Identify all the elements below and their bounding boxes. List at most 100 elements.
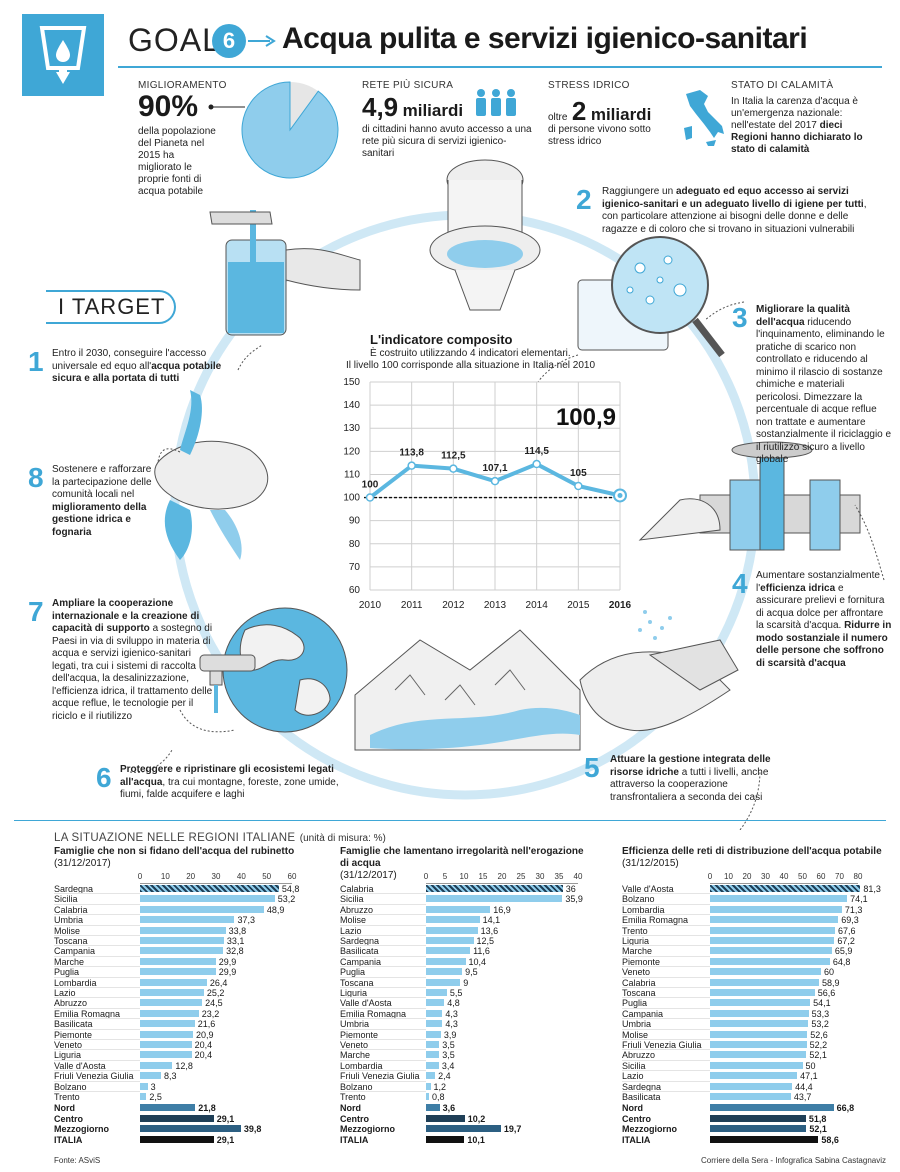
bar bbox=[426, 947, 471, 955]
targets-label: I TARGET bbox=[58, 294, 166, 319]
credit: Corriere della Sera - Infografica Sabina… bbox=[701, 1156, 886, 1165]
bar-value-label: 81,3 bbox=[863, 884, 881, 894]
title-rule bbox=[118, 66, 882, 68]
bar-value-label: 24,5 bbox=[205, 998, 223, 1009]
bar-chart-1-date: (31/12/2017) bbox=[54, 858, 111, 869]
bar-row: Toscana 33,1 bbox=[54, 935, 332, 946]
bar-row-rule bbox=[54, 1028, 140, 1030]
bar-value-label: 52,1 bbox=[809, 1124, 827, 1135]
bar-value-label: 47,1 bbox=[800, 1071, 818, 1082]
bar-row: Trento 0,8 bbox=[340, 1091, 618, 1102]
bar-row: Lazio 13,6 bbox=[340, 924, 618, 936]
bar bbox=[140, 1030, 193, 1038]
bar-row-rule bbox=[54, 924, 140, 926]
bar-row: ITALIA 58,6 bbox=[622, 1135, 898, 1145]
bar-value-label: 4,3 bbox=[445, 1008, 458, 1019]
line-y-tick: 60 bbox=[349, 585, 361, 596]
target-1: 1 Entro il 2030, conseguire l'accesso un… bbox=[28, 348, 228, 386]
line-value-label: 105 bbox=[570, 468, 587, 479]
bar-value-label: 58,9 bbox=[821, 977, 840, 988]
bar-row-rule bbox=[340, 966, 426, 968]
bar-row-rule bbox=[622, 893, 710, 895]
stat-calamity-text-a: In Italia la carenza d'acqua è un'emerge… bbox=[731, 96, 858, 131]
bar-row: Piemonte 64,8 bbox=[622, 955, 898, 967]
bar-label: Campania bbox=[54, 946, 96, 957]
bar-row: Campania 32,8 bbox=[54, 945, 332, 957]
regions-rule bbox=[14, 820, 886, 821]
stat-improvement-value: 90% bbox=[138, 90, 199, 123]
bar-value-label: 10,4 bbox=[468, 956, 487, 967]
bar bbox=[710, 1114, 806, 1122]
bar-x-tick: 20 bbox=[186, 872, 196, 881]
bar-x-tick: 0 bbox=[423, 872, 429, 881]
bar bbox=[426, 1030, 441, 1038]
bar-value-label: 74,1 bbox=[850, 894, 868, 905]
bar-label: Abruzzo bbox=[340, 904, 374, 915]
bar-row: Trento 2,5 bbox=[54, 1091, 332, 1102]
bar-row: Valle d'Aosta 81,3 bbox=[622, 884, 898, 894]
bar-value-label: 10,1 bbox=[467, 1134, 485, 1145]
line-y-tick: 130 bbox=[343, 423, 360, 434]
bar bbox=[426, 978, 461, 986]
bar-row-rule bbox=[622, 924, 710, 926]
bar bbox=[140, 1072, 162, 1080]
target-1-text-b: acqua potabile sicura e alla portata di … bbox=[52, 360, 222, 385]
bar bbox=[426, 1061, 439, 1069]
water-glass-icon bbox=[39, 26, 87, 84]
bar-label: Valle d'Aosta bbox=[340, 998, 392, 1009]
bar-value-label: 3,6 bbox=[442, 1103, 456, 1114]
targets-illustration bbox=[129, 159, 885, 830]
bar-value-label: 54,8 bbox=[281, 884, 300, 894]
bar-label: Lazio bbox=[622, 1071, 644, 1082]
bar-row: Trento 67,6 bbox=[622, 924, 898, 936]
bar-row-rule bbox=[340, 1028, 426, 1030]
stat-stress-label: STRESS IDRICO bbox=[548, 80, 630, 91]
bar bbox=[710, 1135, 819, 1143]
line-x-tick: 2013 bbox=[484, 600, 507, 611]
target-1-text-a: Entro il 2030, conseguire l'accesso univ… bbox=[52, 348, 207, 372]
bar-label: Trento bbox=[340, 1092, 366, 1102]
bar-row: Molise 52,6 bbox=[622, 1028, 898, 1040]
bar-value-label: 52,6 bbox=[810, 1029, 828, 1040]
bar-value-label: 29,1 bbox=[216, 1134, 235, 1145]
target-6-text-b: Proteggere e ripristinare gli ecosistemi… bbox=[120, 764, 334, 788]
page-title: Acqua pulita e servizi igienico-sanitari bbox=[282, 22, 808, 55]
bar bbox=[710, 1093, 791, 1100]
bar-x-tick: 30 bbox=[761, 872, 770, 881]
bar-value-label: 10,2 bbox=[467, 1113, 486, 1124]
stat-stress-prefix: oltre bbox=[548, 112, 568, 123]
globe-tap-icon bbox=[199, 607, 348, 733]
bar bbox=[710, 978, 819, 986]
bar-label: Puglia bbox=[340, 967, 366, 978]
bar-row: Friuli Venezia Giulia 2,4 bbox=[340, 1070, 618, 1081]
bar-row: Centro 29,1 bbox=[54, 1114, 332, 1124]
targets-label-box bbox=[46, 290, 176, 324]
line-point bbox=[532, 459, 541, 469]
bar-label: Sicilia bbox=[54, 894, 78, 905]
stat-stress-unit: miliardi bbox=[590, 105, 652, 124]
bar-label: Puglia bbox=[54, 967, 80, 978]
toilet-icon bbox=[429, 159, 541, 311]
bar-x-tick: 30 bbox=[535, 872, 545, 881]
bar-row-rule bbox=[54, 976, 140, 978]
bar-row-rule bbox=[54, 1070, 140, 1072]
bar-label: Umbria bbox=[622, 1019, 652, 1030]
bar bbox=[426, 1114, 465, 1122]
bar bbox=[140, 937, 224, 944]
bar-chart-1-title: Famiglie che non si fidano dell'acqua de… bbox=[54, 846, 295, 857]
bar-row: Marche 29,9 bbox=[54, 955, 332, 967]
bar-row: Basilicata 21,6 bbox=[54, 1018, 332, 1029]
bar-row-rule bbox=[340, 1059, 426, 1061]
bar-value-label: 52,2 bbox=[809, 1040, 828, 1050]
bar-value-label: 12,8 bbox=[175, 1060, 193, 1071]
bar-value-label: 14,1 bbox=[482, 915, 501, 926]
bar-row-rule bbox=[54, 1007, 140, 1009]
bar-row: Bolzano 74,1 bbox=[622, 893, 898, 905]
bar bbox=[426, 968, 463, 976]
bar-row-rule bbox=[622, 966, 710, 968]
bar-row-rule bbox=[622, 903, 710, 905]
bar-value-label: 39,8 bbox=[243, 1124, 262, 1135]
bar-row-rule bbox=[54, 1039, 140, 1040]
bar-row: Liguria 67,2 bbox=[622, 935, 898, 946]
